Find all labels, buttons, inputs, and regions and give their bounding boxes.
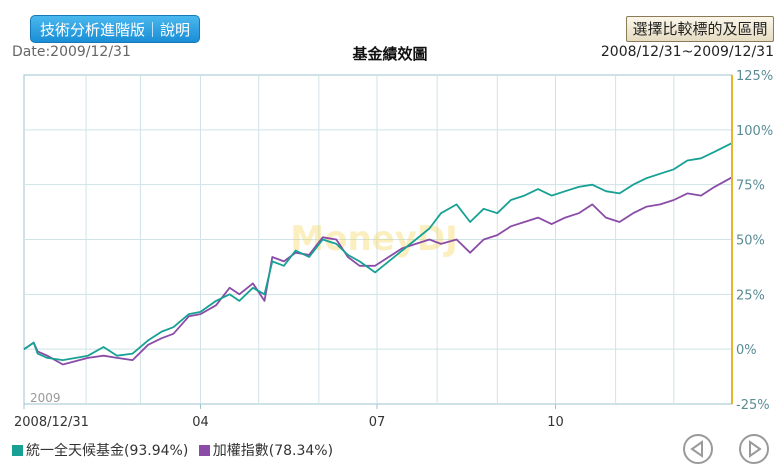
x-tick-label: 10 (547, 415, 564, 430)
year-label: 2009 (30, 391, 61, 405)
next-button[interactable] (739, 434, 769, 464)
y-tick-label: -25% (736, 398, 770, 413)
date-label: Date:2009/12/31 (12, 44, 131, 60)
chart-title: 基金績效圖 (352, 45, 428, 63)
next-circle-icon (749, 440, 762, 458)
legend-item-index: 加權指數(78.34%) (198, 440, 334, 460)
x-tick-label: 07 (369, 415, 386, 430)
date-range-label: 2008/12/31~2009/12/31 (600, 44, 774, 60)
prev-circle-icon (690, 440, 703, 458)
prev-button[interactable] (683, 434, 713, 464)
tech-analysis-button[interactable]: 技術分析進階版｜說明 (30, 15, 200, 43)
y-tick-label: 25% (736, 288, 765, 303)
legend-label-index: 加權指數(78.34%) (212, 443, 334, 459)
y-tick-label: 50% (736, 234, 765, 249)
series-line-fund (23, 142, 733, 361)
legend: 統一全天候基金(93.94%) 加權指數(78.34%) (12, 440, 339, 460)
y-tick-label: 125% (736, 69, 773, 84)
y-tick-label: 100% (736, 124, 773, 139)
x-tick-label: 04 (192, 415, 209, 430)
legend-item-fund: 統一全天候基金(93.94%) (12, 440, 188, 460)
legend-swatch-fund (12, 444, 23, 456)
compare-target-button[interactable]: 選擇比較標的及區間 (626, 16, 774, 42)
y-tick-label: 75% (736, 179, 765, 194)
x-tick-label: 2008/12/31 (14, 415, 89, 430)
legend-swatch-index (198, 444, 210, 456)
legend-label-fund: 統一全天候基金(93.94%) (26, 443, 189, 459)
y-tick-label: 0% (736, 343, 757, 358)
